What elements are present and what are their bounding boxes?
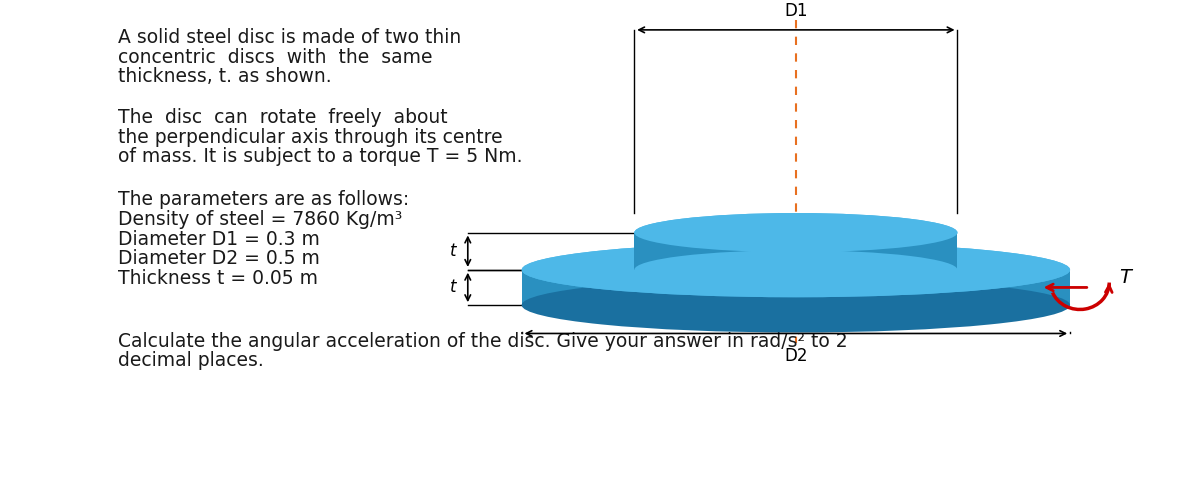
Text: t: t [450, 242, 456, 260]
Text: decimal places.: decimal places. [118, 351, 264, 370]
Polygon shape [522, 270, 1070, 305]
Ellipse shape [635, 213, 958, 252]
Text: Density of steel = 7860 Kg/m³: Density of steel = 7860 Kg/m³ [118, 210, 402, 229]
Text: thickness, t. as shown.: thickness, t. as shown. [118, 67, 332, 86]
Ellipse shape [635, 213, 958, 252]
Text: The  disc  can  rotate  freely  about: The disc can rotate freely about [118, 108, 448, 127]
Text: D1: D1 [784, 2, 808, 20]
Ellipse shape [522, 278, 1070, 333]
Ellipse shape [635, 250, 958, 289]
Text: Diameter D1 = 0.3 m: Diameter D1 = 0.3 m [118, 230, 320, 249]
Polygon shape [635, 233, 958, 270]
Ellipse shape [522, 243, 1070, 297]
Text: The parameters are as follows:: The parameters are as follows: [118, 191, 409, 210]
Text: Diameter D2 = 0.5 m: Diameter D2 = 0.5 m [118, 249, 320, 268]
Text: $T$: $T$ [1120, 268, 1134, 287]
Text: Thickness t = 0.05 m: Thickness t = 0.05 m [118, 269, 318, 288]
Ellipse shape [522, 243, 1070, 297]
Text: t: t [450, 278, 456, 296]
Text: of mass. It is subject to a torque T = 5 Nm.: of mass. It is subject to a torque T = 5… [118, 147, 523, 166]
Ellipse shape [635, 250, 958, 289]
Text: Calculate the angular acceleration of the disc. Give your answer in rad/s² to 2: Calculate the angular acceleration of th… [118, 332, 848, 351]
Text: A solid steel disc is made of two thin: A solid steel disc is made of two thin [118, 28, 462, 47]
Polygon shape [635, 233, 958, 270]
Text: D2: D2 [784, 347, 808, 365]
Text: concentric  discs  with  the  same: concentric discs with the same [118, 47, 433, 67]
Text: the perpendicular axis through its centre: the perpendicular axis through its centr… [118, 128, 503, 147]
